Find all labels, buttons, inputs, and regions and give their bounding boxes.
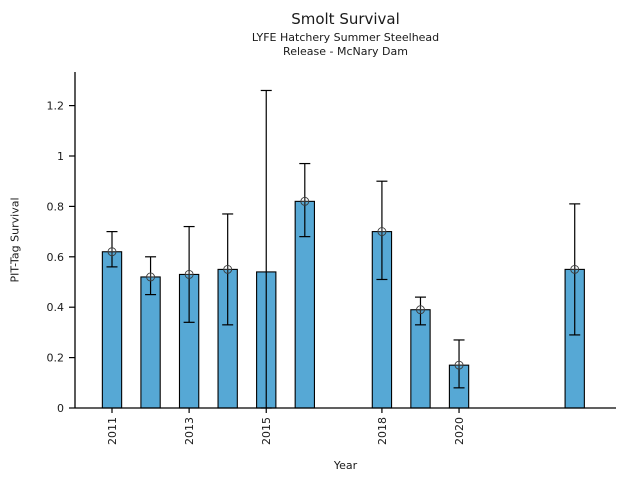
y-tick-label: 0.6 — [47, 251, 65, 264]
y-tick-label: 0.2 — [47, 352, 65, 365]
x-tick-label: 2013 — [183, 417, 196, 445]
chart-subtitle-line2: Release - McNary Dam — [283, 45, 408, 58]
y-tick-label: 0.4 — [47, 301, 65, 314]
y-tick-label: 0 — [57, 402, 64, 415]
x-tick-label: 2011 — [106, 417, 119, 445]
x-axis-label: Year — [333, 459, 358, 472]
bar-2011 — [101, 251, 123, 409]
x-tick-label: 2015 — [260, 417, 273, 445]
y-tick-label: 1 — [57, 150, 64, 163]
y-tick-label: 1.2 — [47, 100, 65, 113]
x-tick-label: 2018 — [376, 417, 389, 445]
y-tick-label: 0.8 — [47, 200, 65, 213]
chart-subtitle-line1: LYFE Hatchery Summer Steelhead — [251, 31, 440, 44]
x-tick-label: 2020 — [453, 417, 466, 445]
chart-title: Smolt Survival — [291, 10, 400, 28]
bar-2012 — [140, 276, 161, 409]
